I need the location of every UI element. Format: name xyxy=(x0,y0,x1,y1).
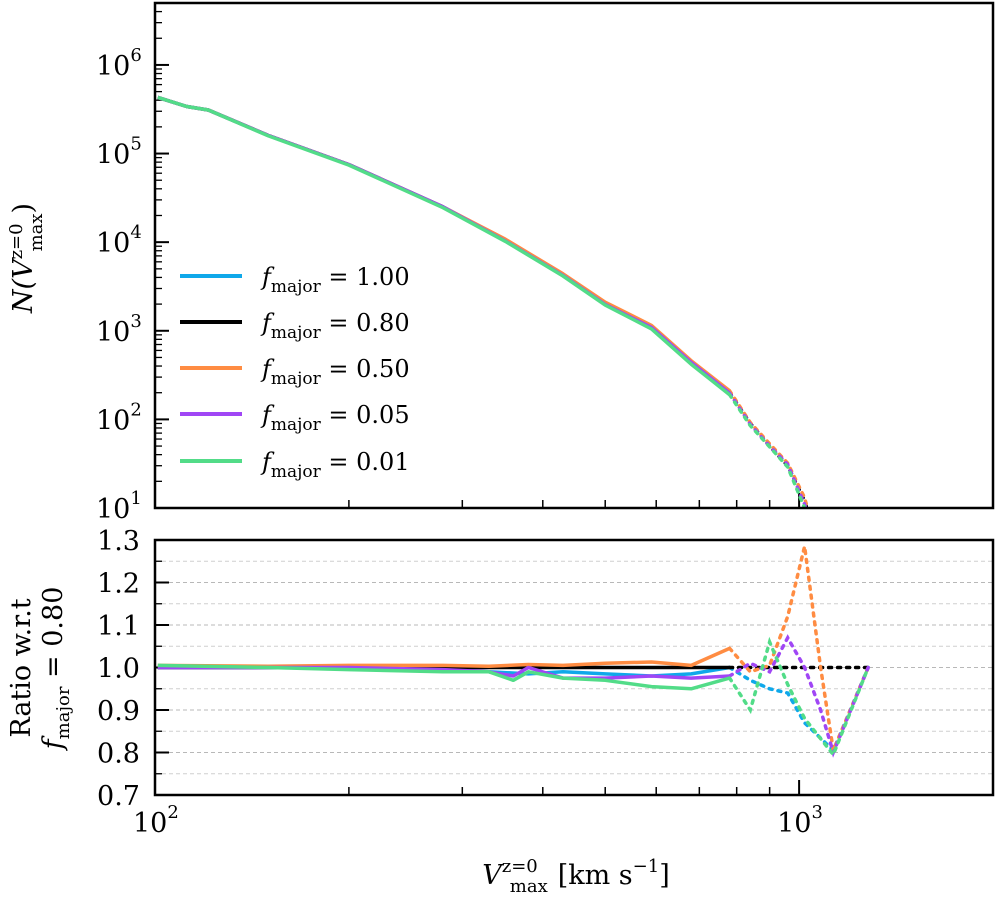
top-series-line-2 xyxy=(157,95,731,395)
bottom-y-tick-label: 1.2 xyxy=(97,569,140,600)
legend-entry-5: fmajor = 0.01 xyxy=(180,448,410,482)
bottom-y-tick-label: 1.1 xyxy=(97,611,140,642)
top-series-group xyxy=(157,95,810,508)
x-axis-label: Vz=0 max [km s−1] xyxy=(482,856,670,897)
bottom-ytick-labels: 0.7 0.8 0.9 1.0 1.1 1.2 1.3 xyxy=(97,526,140,812)
top-series-line-4 xyxy=(157,95,731,395)
top-series-line-3 xyxy=(157,95,731,393)
bottom-series-dotted-5 xyxy=(727,636,870,759)
bottom-series-line-5 xyxy=(157,663,731,691)
top-plot-frame xyxy=(153,1,995,510)
top-y-axis-label: N(Vz=0max) xyxy=(6,203,47,314)
legend-label-2: fmajor = 0.80 xyxy=(260,309,410,343)
top-series-line-1 xyxy=(157,95,731,395)
top-series-line-5 xyxy=(157,95,731,397)
bottom-y-axis-label-line2: fmajor = 0.80 xyxy=(38,587,74,752)
bottom-plot-frame xyxy=(153,538,995,797)
bottom-xtick-labels: 102 103 xyxy=(133,802,823,839)
legend-entry-3: fmajor = 0.50 xyxy=(180,355,410,389)
bottom-series-dotted-3 xyxy=(727,545,870,757)
x-tick-label: 103 xyxy=(777,802,823,839)
ylabel-close: ) xyxy=(8,203,39,214)
top-y-tick-label: 104 xyxy=(96,222,142,259)
bottom-series-line-3 xyxy=(157,646,731,668)
bottom-y-tick-label: 0.9 xyxy=(97,696,140,727)
legend-entry-4: fmajor = 0.05 xyxy=(180,401,410,435)
legend-label-3: fmajor = 0.50 xyxy=(260,355,410,389)
bottom-y-axis-label-line1: Ratio w.r.t xyxy=(6,598,37,737)
top-panel: 101 102 103 104 105 106 N(Vz=0max) fmajor = 1… xyxy=(6,1,995,525)
legend-label-5: fmajor = 0.01 xyxy=(260,448,410,482)
top-y-tick-label: 105 xyxy=(96,134,142,171)
ylabel-sub: max xyxy=(26,213,47,251)
legend: fmajor = 1.00 fmajor = 0.80 fmajor = 0.5… xyxy=(180,263,410,482)
legend-label-4: fmajor = 0.05 xyxy=(260,401,410,435)
top-series-dotted-5 xyxy=(727,392,807,508)
ylabel-main: N(V xyxy=(8,257,39,314)
ylabel-sup: z=0 xyxy=(6,223,27,259)
top-y-tick-label: 102 xyxy=(96,399,142,436)
top-y-tick-label: 103 xyxy=(96,311,142,348)
bottom-y-tick-label: 0.7 xyxy=(97,781,140,812)
legend-entry-1: fmajor = 1.00 xyxy=(180,263,410,297)
x-tick-label: 102 xyxy=(133,802,179,839)
top-series-dotted-4 xyxy=(727,391,808,508)
top-ytick-labels: 101 102 103 104 105 106 xyxy=(96,45,142,525)
legend-entry-2: fmajor = 0.80 xyxy=(180,309,410,343)
top-y-tick-label: 101 xyxy=(96,488,142,525)
top-y-tick-label: 106 xyxy=(96,45,142,82)
bottom-panel: 0.7 0.8 0.9 1.0 1.1 1.2 1.3 102 103 Ratio w.r.t… xyxy=(6,526,995,897)
legend-label-1: fmajor = 1.00 xyxy=(260,263,410,297)
bottom-series-group xyxy=(157,545,870,759)
bottom-y-tick-label: 0.8 xyxy=(97,739,140,770)
bottom-y-tick-label: 1.3 xyxy=(97,526,140,557)
bottom-y-tick-label: 1.0 xyxy=(97,654,140,685)
bottom-series-dotted-4 xyxy=(727,634,870,758)
top-major-ticks xyxy=(154,63,801,509)
